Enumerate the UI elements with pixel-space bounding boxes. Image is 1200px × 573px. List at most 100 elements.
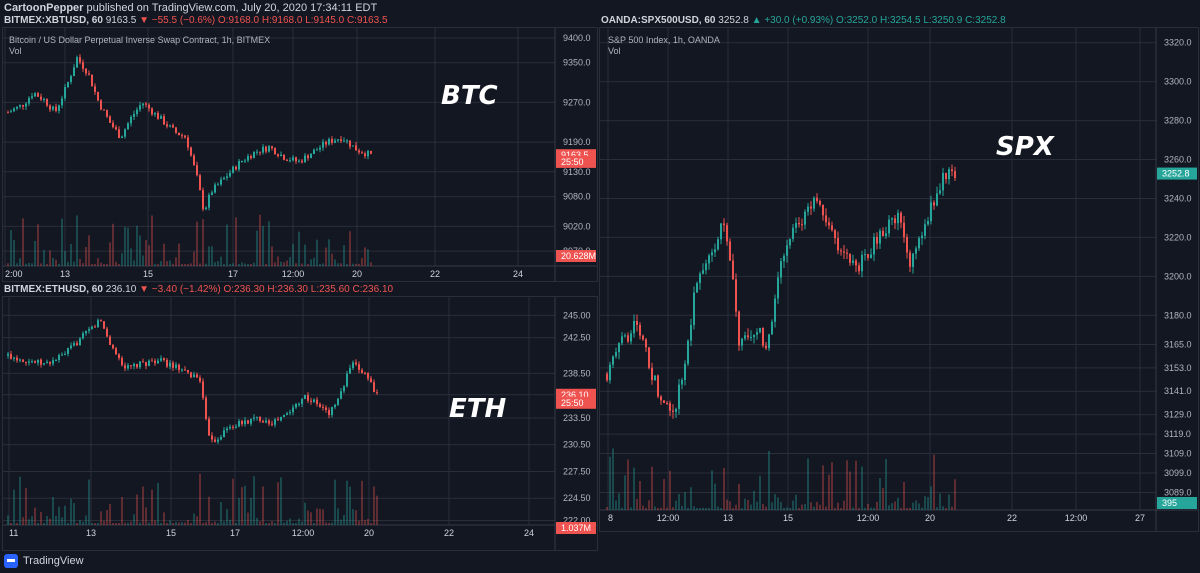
- candle-body: [627, 335, 629, 342]
- spx-open: O:3252.0: [836, 15, 878, 26]
- candle-body: [654, 375, 656, 381]
- candle-body: [930, 202, 932, 222]
- candle-body: [76, 343, 78, 346]
- eth-symbol[interactable]: BITMEX:ETHUSD, 60: [4, 284, 103, 295]
- candle-body: [139, 105, 141, 110]
- volume-bar: [334, 259, 336, 266]
- spx-chart-panel[interactable]: 3320.0 3300.0 3280.0 3260.0 3240.0 3220.0 3200…: [599, 27, 1199, 532]
- candle-body: [364, 372, 366, 374]
- volume-bar: [43, 250, 45, 266]
- y-tick-label: 9400.0: [563, 33, 591, 43]
- candle-body: [217, 184, 219, 186]
- btc-vol-label: Vol: [9, 46, 22, 56]
- volume-bar: [289, 518, 291, 525]
- volume-bar: [175, 522, 177, 525]
- volume-bar: [310, 512, 312, 525]
- candle-body: [133, 363, 135, 367]
- candle-body: [891, 218, 893, 220]
- volume-bar: [241, 262, 243, 266]
- volume-bar: [316, 239, 318, 266]
- spx-chart[interactable]: 3320.0 3300.0 3280.0 3260.0 3240.0 3220.0 3200…: [600, 28, 1198, 531]
- btc-chart[interactable]: 9400.0 9350.0 9270.0 9190.0 9130.0 9080.0 9020…: [3, 28, 597, 281]
- volume-bar: [918, 503, 920, 510]
- candle-body: [849, 253, 851, 263]
- volume-bar: [100, 262, 102, 266]
- volume-bar: [61, 517, 63, 525]
- volume-bar: [103, 520, 105, 525]
- candle-body: [780, 261, 782, 278]
- volume-bar: [253, 262, 255, 266]
- candle-body: [103, 109, 105, 111]
- candle-body: [687, 340, 689, 364]
- candle-body: [768, 334, 770, 349]
- vol-tag-label: 20.628M: [561, 251, 596, 261]
- candle-body: [738, 311, 740, 346]
- volume-bar: [52, 496, 54, 525]
- volume-bar: [792, 500, 794, 510]
- volume-bar: [370, 262, 372, 266]
- candle-body: [196, 374, 198, 378]
- volume-bar: [97, 522, 99, 525]
- btc-symbol[interactable]: BITMEX:XBTUSD, 60: [4, 15, 103, 26]
- candle-body: [268, 420, 270, 424]
- volume-bar: [280, 477, 282, 525]
- candle-body: [819, 200, 821, 205]
- volume-bar: [852, 507, 854, 510]
- y-tick-label: 9190.0: [563, 137, 591, 147]
- candle-body: [729, 241, 731, 261]
- volume-bar: [172, 263, 174, 266]
- volume-bar: [361, 480, 363, 525]
- candle-body: [232, 166, 234, 173]
- volume-bar: [924, 496, 926, 510]
- volume-bar: [615, 500, 617, 510]
- volume-bar: [220, 501, 222, 525]
- volume-bar: [831, 462, 833, 510]
- candle-body: [127, 123, 129, 130]
- candle-body: [876, 236, 878, 244]
- x-tick-label: 15: [166, 528, 176, 538]
- volume-bar: [301, 521, 303, 525]
- publish-header: CartoonPepper published on TradingView.c…: [4, 2, 377, 14]
- candle-body: [630, 333, 632, 342]
- spx-symbol[interactable]: OANDA:SPX500USD, 60: [601, 15, 716, 26]
- eth-chart[interactable]: 245.00 242.50 238.50 236.10 233.50 230.50 227.…: [3, 297, 597, 550]
- candle-body: [16, 106, 18, 109]
- candle-body: [289, 160, 291, 162]
- candle-body: [46, 99, 48, 106]
- btc-high: H:9168.0: [261, 15, 303, 26]
- volume-bar: [696, 507, 698, 510]
- volume-bar: [28, 519, 30, 525]
- volume-bar: [319, 263, 321, 266]
- vol-tag: [556, 522, 596, 534]
- candle-body: [696, 283, 698, 293]
- volume-bar: [798, 507, 800, 510]
- eth-chart-panel[interactable]: 245.00 242.50 238.50 236.10 233.50 230.50 227.…: [2, 296, 598, 551]
- candle-body: [100, 100, 102, 110]
- candle-body: [121, 357, 123, 366]
- candle-body: [181, 135, 183, 137]
- spx-legend: OANDA:SPX500USD, 60 3252.8 ▲ +30.0 (+0.9…: [601, 15, 1006, 26]
- btc-last: 9163.5: [105, 15, 137, 26]
- volume-bar: [181, 263, 183, 266]
- volume-bar: [367, 518, 369, 525]
- candle-body: [801, 224, 803, 226]
- btc-chart-panel[interactable]: 9400.0 9350.0 9270.0 9190.0 9130.0 9080.0 9020…: [2, 27, 598, 282]
- candle-body: [750, 336, 752, 338]
- candle-body: [58, 105, 60, 111]
- candle-body: [106, 109, 108, 117]
- author-name[interactable]: CartoonPepper: [4, 2, 84, 14]
- footer-branding[interactable]: TradingView: [4, 554, 84, 568]
- volume-bar: [930, 486, 932, 510]
- volume-bar: [337, 263, 339, 266]
- volume-bar: [160, 261, 162, 266]
- volume-bar: [226, 509, 228, 525]
- volume-bar: [121, 497, 123, 525]
- volume-bar: [684, 492, 686, 510]
- time-tag: [556, 155, 596, 168]
- candle-body: [247, 156, 249, 161]
- candle-body: [690, 324, 692, 341]
- candle-body: [61, 354, 63, 356]
- volume-bar: [723, 468, 725, 510]
- volume-bar: [750, 504, 752, 510]
- candle-body: [13, 357, 15, 359]
